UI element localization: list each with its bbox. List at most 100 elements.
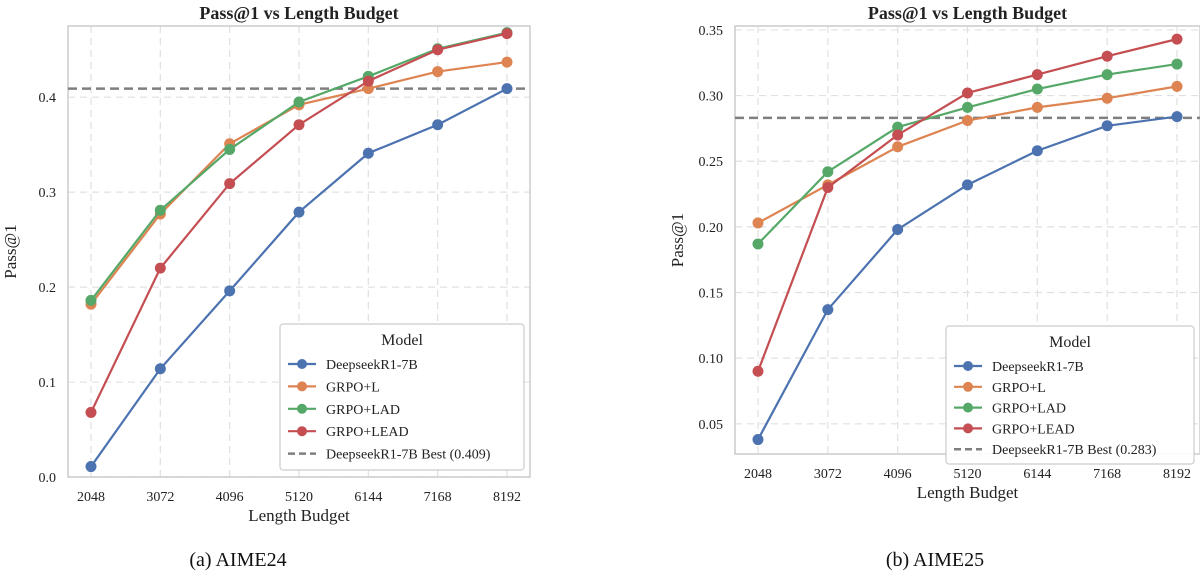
data-point xyxy=(892,141,904,153)
legend-box xyxy=(279,323,525,471)
legend-swatch-marker xyxy=(297,426,307,437)
data-point xyxy=(1101,120,1113,132)
data-point xyxy=(501,56,513,68)
data-point xyxy=(293,206,305,218)
data-point xyxy=(892,129,904,141)
data-point xyxy=(752,238,764,250)
data-point xyxy=(501,28,513,40)
chart-panel-b: Pass@1 vs Length Budget 2048 3072 4096 5120 6… xyxy=(668,3,1200,571)
data-point xyxy=(224,285,236,297)
legend-box xyxy=(945,325,1195,465)
data-point xyxy=(1101,69,1113,81)
data-point xyxy=(1171,58,1183,70)
data-point xyxy=(224,143,236,155)
data-point xyxy=(85,406,97,418)
figure-caption: (b) AIME25 xyxy=(886,549,984,571)
legend-title: Model xyxy=(1049,334,1091,351)
legend-label: GRPO+LAD xyxy=(326,403,400,418)
x-tick-label: 4096 xyxy=(884,467,912,482)
chart-panel-a: Pass@1 vs Length Budget 2048 3072 4096 5120 6… xyxy=(1,3,531,571)
data-point xyxy=(752,365,764,377)
data-point xyxy=(1101,92,1113,104)
y-tick-label: 0.05 xyxy=(699,418,724,433)
x-tick-label: 8192 xyxy=(1163,467,1191,482)
chart-title: Pass@1 vs Length Budget xyxy=(199,3,398,23)
y-axis-label: Pass@1 xyxy=(668,213,687,267)
x-tick-label: 6144 xyxy=(354,490,382,505)
y-tick-label: 0.3 xyxy=(39,186,57,201)
data-point xyxy=(154,204,166,216)
x-tick-label: 8192 xyxy=(493,490,521,505)
data-point xyxy=(892,223,904,235)
series-deepseekr1-7b xyxy=(752,111,1183,446)
legend-swatch-marker xyxy=(963,361,973,371)
series-deepseekr1-7b xyxy=(85,83,513,473)
series-grpo-lead xyxy=(85,28,513,418)
figure-caption: (a) AIME24 xyxy=(189,549,286,571)
legend-label: GRPO+LAD xyxy=(992,402,1066,417)
x-tick-label: 4096 xyxy=(216,490,244,505)
y-tick-label: 0.1 xyxy=(39,376,57,391)
y-tick-label: 0.0 xyxy=(39,471,57,486)
y-tick-label: 0.20 xyxy=(699,221,724,236)
x-axis-label: Length Budget xyxy=(917,483,1019,502)
legend-label: GRPO+L xyxy=(992,381,1046,396)
legend-label: GRPO+LEAD xyxy=(326,425,409,440)
x-tick-label: 3072 xyxy=(814,467,842,482)
y-tick-label: 0.10 xyxy=(699,352,724,367)
data-point xyxy=(1171,111,1183,123)
legend-label: DeepseekR1-7B xyxy=(992,360,1084,375)
x-tick-label: 6144 xyxy=(1023,467,1051,482)
data-point xyxy=(362,83,374,95)
data-point xyxy=(501,83,513,95)
y-tick-label: 0.4 xyxy=(39,91,57,106)
plot-frame xyxy=(67,25,531,478)
data-point xyxy=(1031,145,1043,157)
y-tick-label: 0.35 xyxy=(699,24,724,39)
data-point xyxy=(822,166,834,178)
data-point xyxy=(362,75,374,87)
x-tick-label: 7168 xyxy=(424,490,452,505)
data-point xyxy=(432,44,444,56)
data-point xyxy=(752,434,764,446)
data-point xyxy=(154,262,166,274)
legend: Model DeepseekR1-7B GRPO+L GRPO+LAD GRPO+LEA… xyxy=(279,323,525,471)
data-point xyxy=(1031,83,1043,95)
data-point xyxy=(293,119,305,131)
data-point xyxy=(822,304,834,316)
y-tick-label: 0.25 xyxy=(699,155,724,170)
data-point xyxy=(1031,69,1043,81)
data-point xyxy=(962,87,973,99)
legend-swatch-marker xyxy=(963,381,973,392)
data-point xyxy=(962,101,973,113)
chart-title: Pass@1 vs Length Budget xyxy=(868,3,1067,23)
x-tick-label: 7168 xyxy=(1093,467,1121,482)
legend-label: GRPO+L xyxy=(326,380,380,395)
x-axis-label: Length Budget xyxy=(248,506,350,525)
legend-label-reference: DeepseekR1-7B Best (0.409) xyxy=(326,448,491,463)
data-point xyxy=(432,66,444,78)
data-point xyxy=(1031,101,1043,113)
legend-swatch-marker xyxy=(963,423,973,434)
data-point xyxy=(1171,80,1183,92)
x-tick-label: 5120 xyxy=(954,467,982,482)
series-grpo-lad xyxy=(752,58,1183,250)
data-point xyxy=(962,179,973,191)
x-tick-label: 2048 xyxy=(744,467,772,482)
data-point xyxy=(85,461,97,473)
data-point xyxy=(962,115,973,127)
data-point xyxy=(432,119,444,131)
data-point xyxy=(1101,50,1113,62)
data-point xyxy=(154,363,166,375)
data-point xyxy=(892,121,904,133)
y-tick-label: 0.30 xyxy=(699,90,724,105)
x-tick-label: 3072 xyxy=(146,490,174,505)
legend-swatch-marker xyxy=(963,402,973,413)
data-point xyxy=(1171,33,1183,45)
data-point xyxy=(752,217,764,229)
legend-swatch-marker xyxy=(297,359,307,369)
y-tick-label: 0.2 xyxy=(39,281,57,296)
legend-title: Model xyxy=(381,332,423,349)
